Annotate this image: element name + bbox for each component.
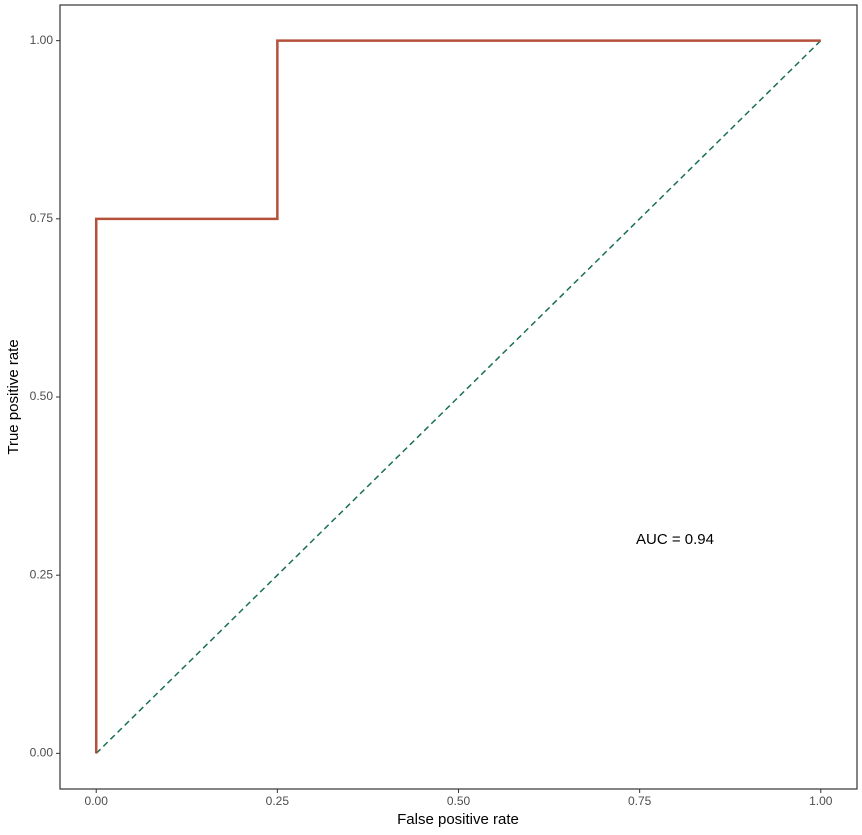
panel-border — [59, 4, 858, 790]
x-axis-title: False positive rate — [397, 811, 519, 828]
x-tick-label: 0.25 — [266, 794, 290, 808]
x-tick-label: 0.50 — [447, 794, 471, 808]
x-tick-label: 0.00 — [85, 794, 109, 808]
annotation: AUC = 0.94 — [636, 531, 714, 548]
y-tick-label: 0.00 — [30, 746, 54, 760]
y-tick-label: 0.50 — [30, 389, 54, 403]
y-tick-label: 1.00 — [30, 33, 54, 47]
reference-line — [95, 40, 822, 754]
roc-curve — [94, 39, 821, 754]
x-tick-label: 0.75 — [628, 794, 652, 808]
x-tick-label: 1.00 — [809, 794, 833, 808]
y-axis-title: True positive rate — [5, 339, 22, 454]
y-tick-label: 0.25 — [30, 567, 54, 581]
y-tick-label: 0.75 — [30, 211, 54, 225]
